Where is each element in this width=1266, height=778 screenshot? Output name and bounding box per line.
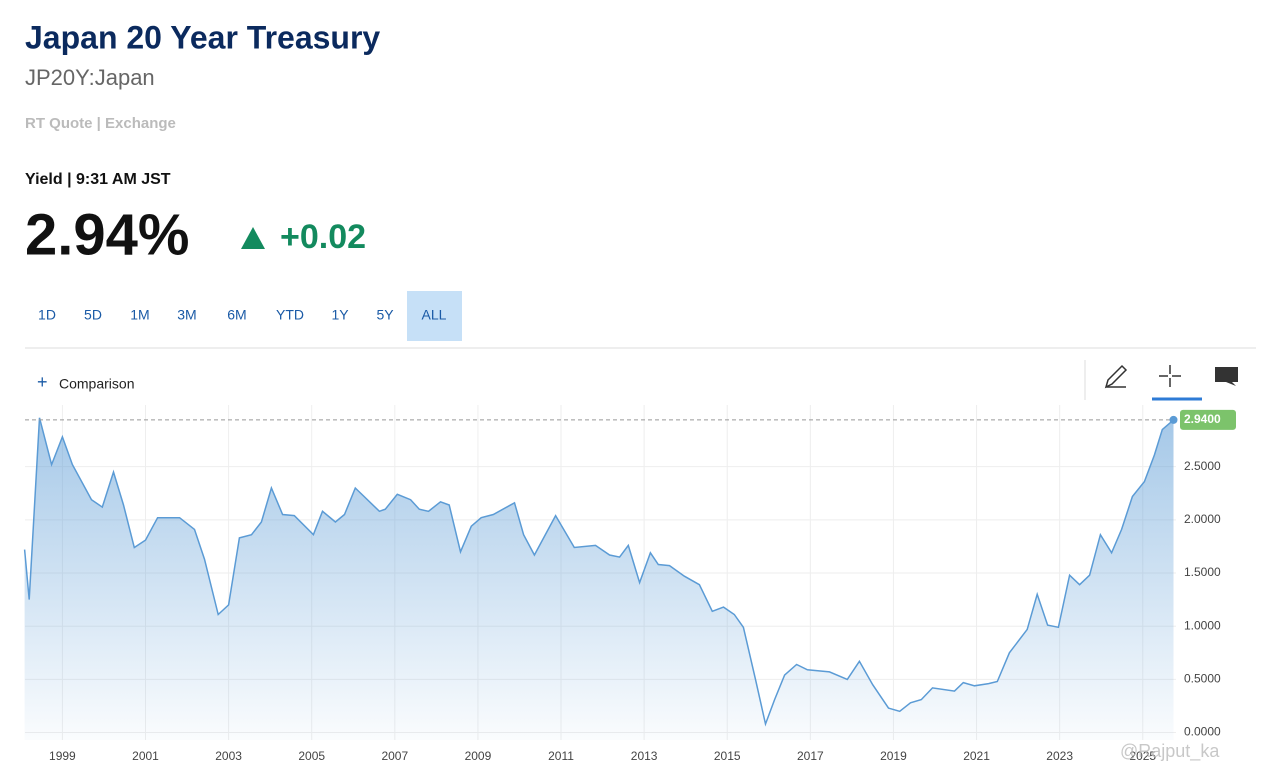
range-button[interactable]: 1Y [331,307,349,323]
range-button[interactable]: 1D [38,307,56,323]
x-tick-label: 2025 [1129,749,1156,763]
watermark: @Rajput_ka [1120,741,1220,762]
crosshair-icon[interactable] [1159,365,1181,387]
x-tick-label: 2019 [880,749,907,763]
last-value-label: 2.9400 [1184,412,1221,426]
last-point [1169,415,1178,424]
y-tick-label: 1.0000 [1184,618,1221,632]
x-tick-label: 2005 [298,749,325,763]
x-tick-label: 2009 [465,749,492,763]
up-arrow [241,227,265,249]
x-tick-label: 2021 [963,749,990,763]
x-tick-label: 2001 [132,749,159,763]
yield-label: Yield | 9:31 AM JST [25,171,171,188]
y-tick-label: 1.5000 [1184,565,1221,579]
range-button[interactable]: ALL [422,307,447,323]
range-button[interactable]: 6M [227,307,246,323]
area [24,417,1174,740]
range-button[interactable]: YTD [276,307,304,323]
plus-icon[interactable]: + [37,372,48,392]
quote-type: RT Quote | Exchange [25,115,176,132]
x-tick-label: 2011 [548,749,574,763]
x-tick-label: 2007 [381,749,408,763]
symbol: JP20Y:Japan [25,65,155,90]
draw-icon[interactable] [1104,364,1128,389]
y-tick-label: 0.0000 [1184,725,1221,739]
x-tick-label: 2017 [797,749,824,763]
y-tick-label: 2.5000 [1184,459,1221,473]
active-range-bg [407,291,462,341]
x-tick-label: 2015 [714,749,741,763]
last-value-badge [1180,409,1236,430]
range-button[interactable]: 1M [130,307,149,323]
plot: 1999 2001 2003 2005 2007 2009 2011 2013 2015 2017… [23,405,1236,763]
range-button[interactable]: 3M [177,307,196,323]
x-tick-label: 2023 [1046,749,1073,763]
y-tick-label: 0.5000 [1184,672,1221,686]
range-button[interactable]: 5Y [376,307,394,323]
x-tick-label: 2003 [215,749,242,763]
price: 2.94% [25,202,189,267]
x-tick-label: 2013 [631,749,658,763]
comparison-button[interactable]: Comparison [59,376,134,392]
y-tick-label: 2.0000 [1184,512,1221,526]
title: Japan 20 Year Treasury [25,19,380,55]
change: +0.02 [280,218,366,256]
x-tick-label: 1999 [49,749,76,763]
range-button[interactable]: 5D [84,307,102,323]
chat-icon[interactable] [1215,367,1238,386]
line [23,417,1174,727]
